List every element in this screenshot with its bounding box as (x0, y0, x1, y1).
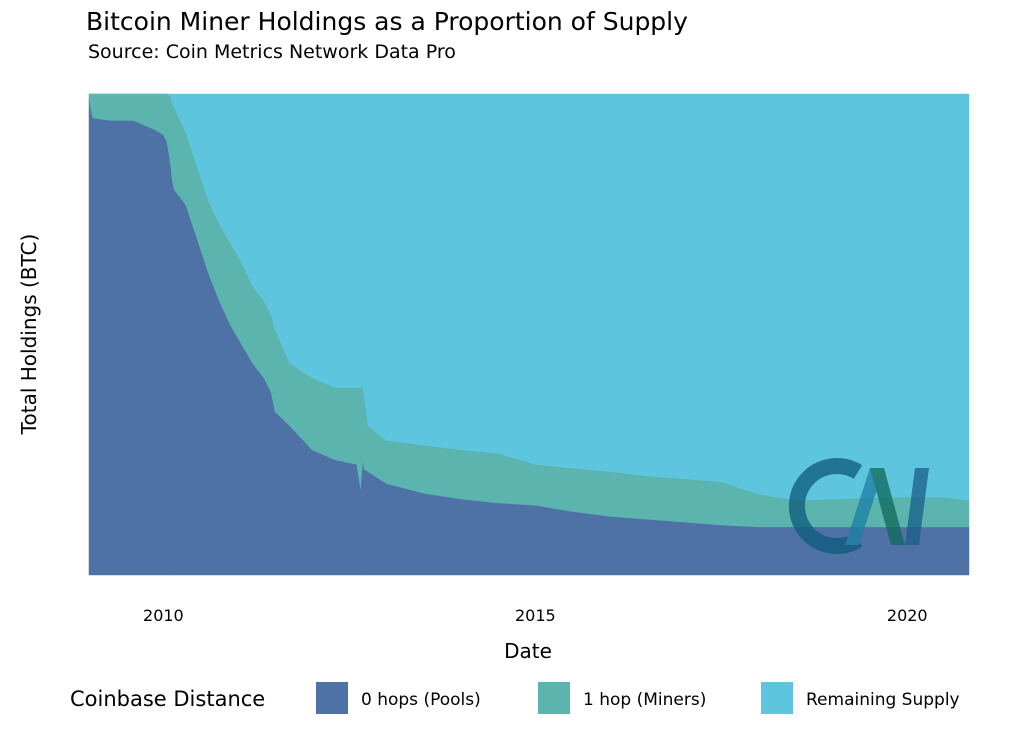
cm-watermark-logo (789, 458, 929, 554)
chart-subtitle: Source: Coin Metrics Network Data Pro (88, 41, 456, 63)
area-series-2 (89, 93, 970, 501)
y-axis-title: Total Holdings (BTC) (17, 234, 41, 436)
x-tick-label: 2020 (887, 606, 928, 625)
x-axis: 2010 2015 2020 (143, 606, 928, 625)
x-tick-label: 2015 (515, 606, 556, 625)
legend-swatch (316, 682, 348, 714)
legend-swatch (761, 682, 793, 714)
legend-label: Remaining Supply (806, 690, 960, 710)
legend-label: 0 hops (Pools) (361, 690, 481, 710)
legend-swatch (538, 682, 570, 714)
chart-title: Bitcoin Miner Holdings as a Proportion o… (86, 7, 688, 36)
x-axis-title: Date (504, 639, 552, 663)
plot-area (88, 93, 970, 576)
legend: Coinbase Distance 0 hops (Pools) 1 hop (M… (70, 682, 960, 714)
legend-title: Coinbase Distance (70, 687, 265, 711)
legend-label: 1 hop (Miners) (583, 690, 706, 710)
x-tick-label: 2010 (143, 606, 184, 625)
